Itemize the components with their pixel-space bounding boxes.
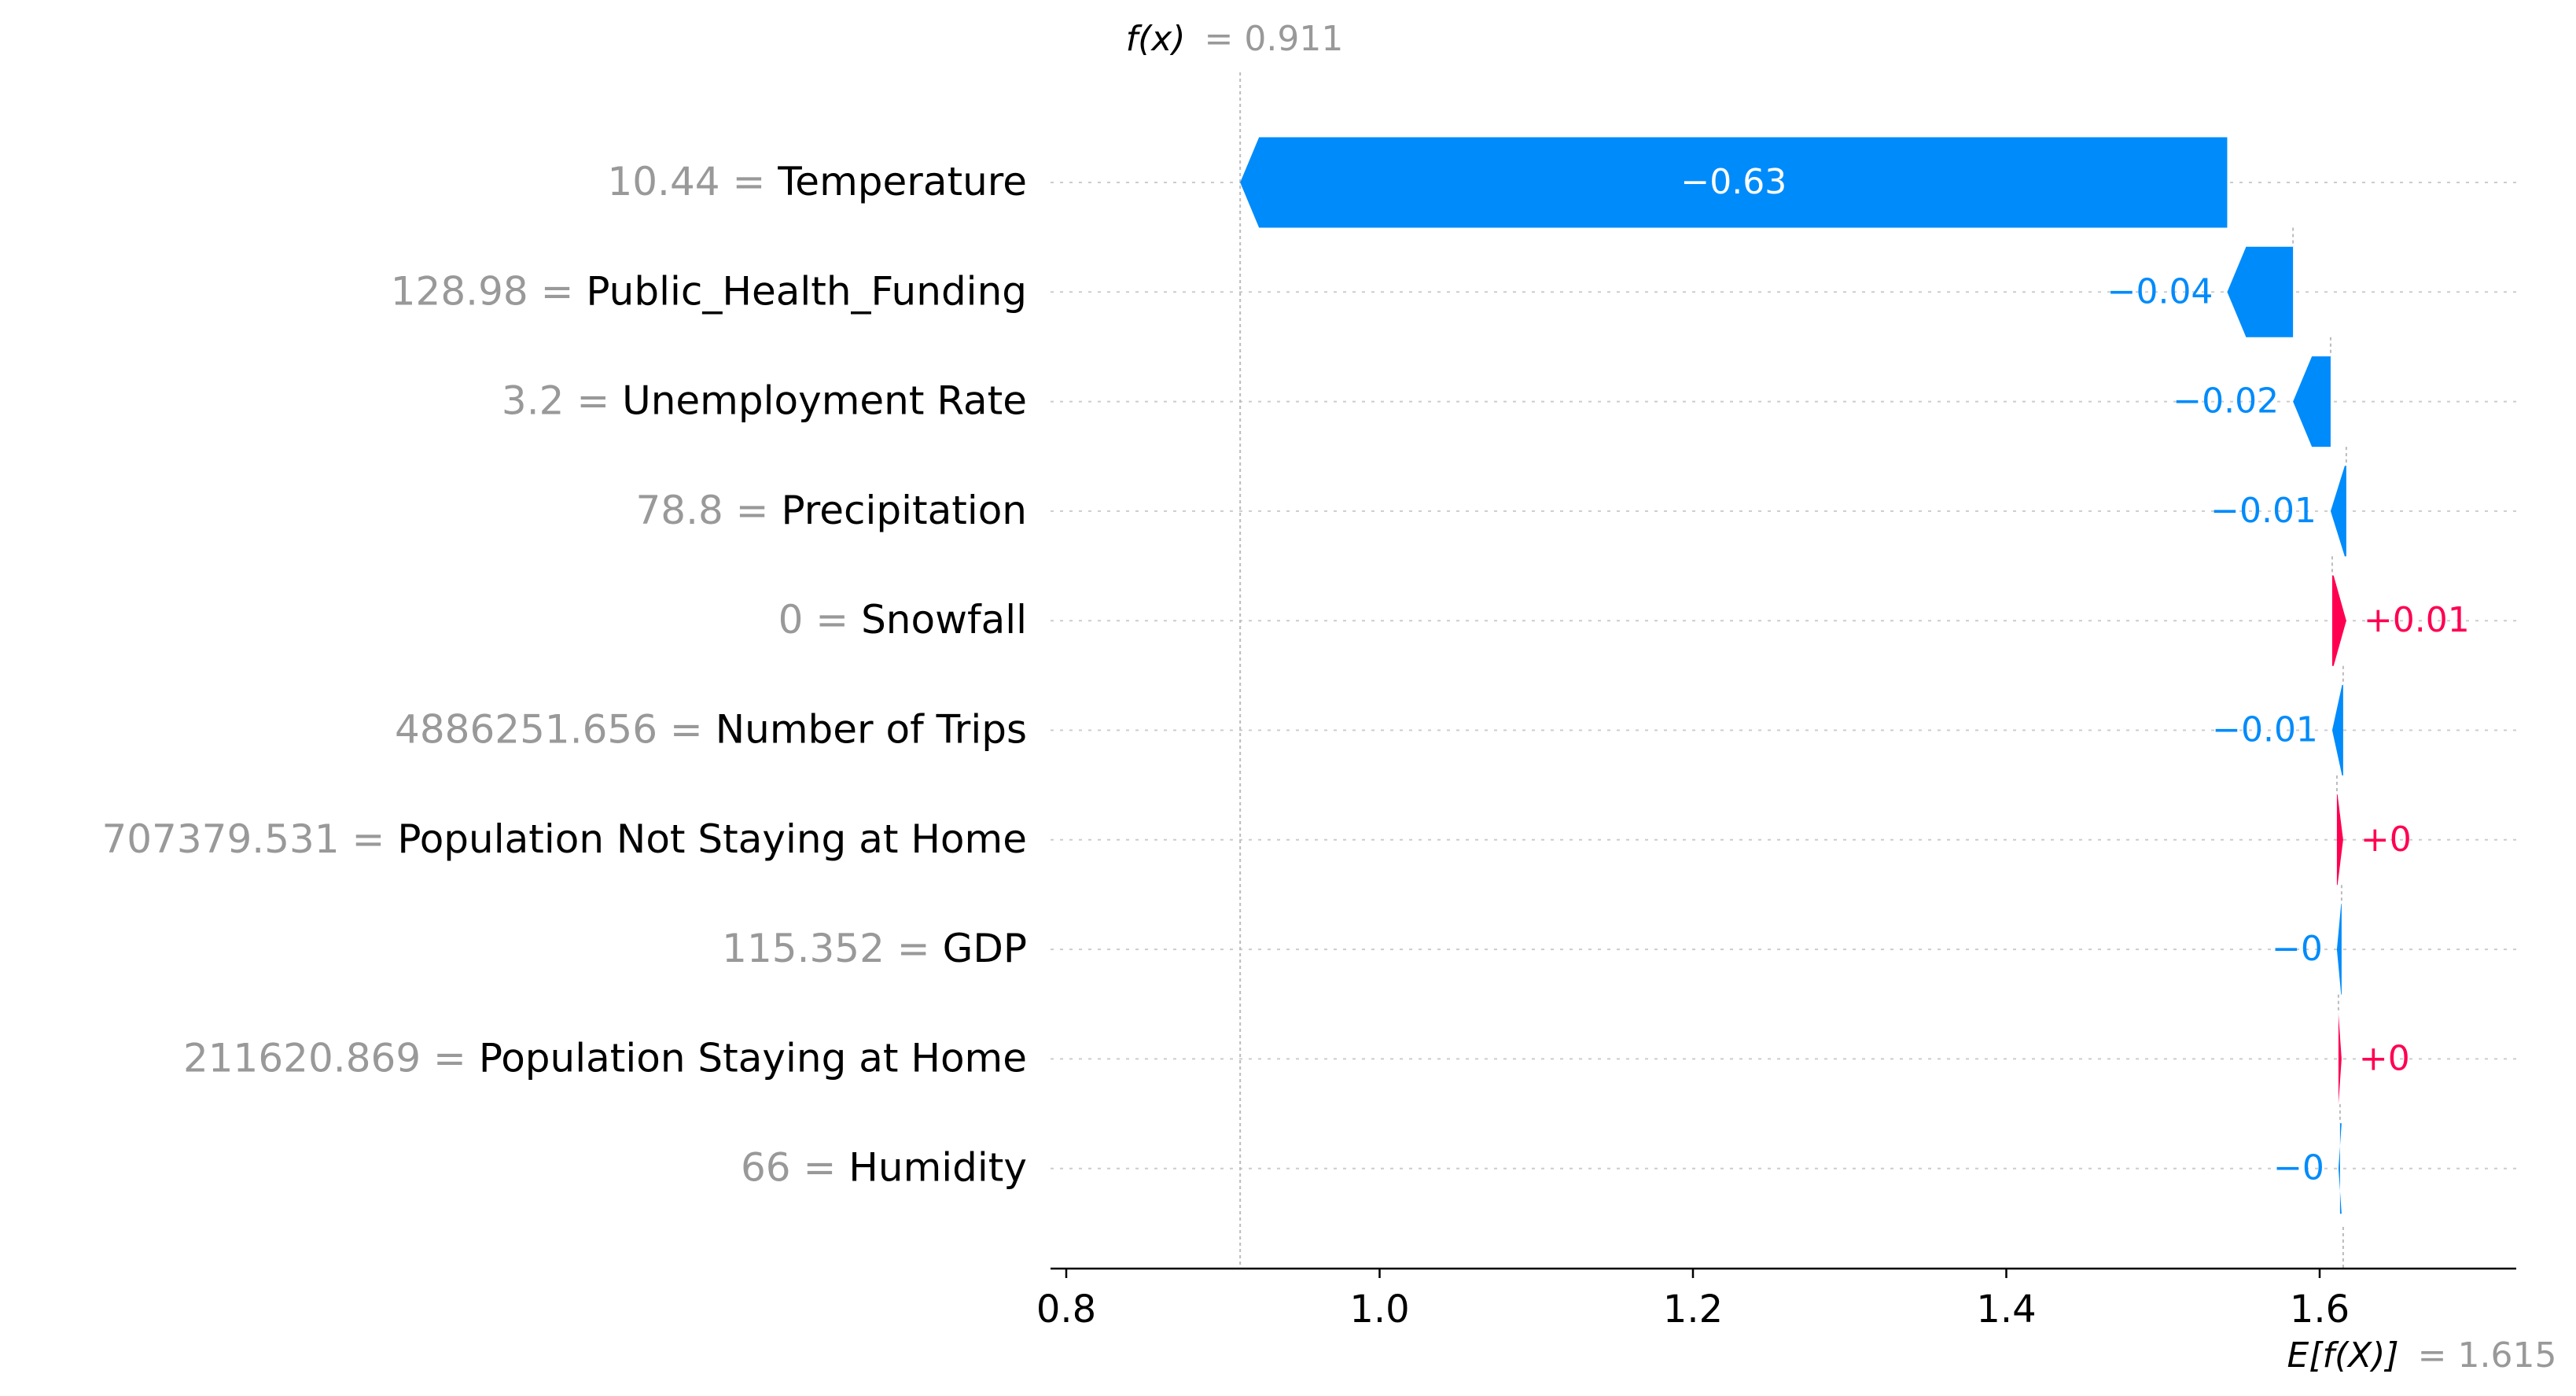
x-tick-label: 1.6 [2290, 1287, 2350, 1332]
feature-name: Population Staying at Home [479, 1035, 1027, 1081]
fx-annotation: f(x) = 0.911 [1126, 19, 1344, 59]
feature-label: 0 = Snowfall [778, 597, 1027, 643]
feature-value: 115.352 = [722, 926, 942, 971]
shap-value-label: −0.63 [1680, 162, 1787, 202]
shap-value-label: +0.01 [2364, 600, 2470, 640]
feature-value: 4886251.656 = [395, 707, 716, 753]
feature-name: Unemployment Rate [622, 378, 1027, 424]
feature-name: Number of Trips [716, 707, 1027, 753]
bar [2338, 1123, 2342, 1214]
feature-label: 707379.531 = Population Not Staying at H… [101, 816, 1027, 862]
feature-label: 211620.869 = Population Staying at Home [183, 1035, 1027, 1081]
feature-value: 128.98 = [391, 268, 587, 314]
base-label: E[f(X)] [2287, 1335, 2399, 1376]
reference-lines [1239, 72, 2347, 1269]
feature-name: Public_Health_Funding [586, 268, 1027, 314]
feature-value: 66 = [741, 1145, 848, 1191]
feature-name: GDP [943, 926, 1027, 971]
base-annotation: E[f(X)] = 1.615 [2287, 1335, 2557, 1376]
shap-value-label: +0 [2361, 820, 2412, 860]
shap-value-label: +0 [2359, 1038, 2410, 1078]
feature-label: 115.352 = GDP [722, 926, 1027, 971]
x-tick-label: 1.0 [1349, 1287, 1409, 1332]
feature-value: 0 = [778, 597, 862, 643]
bar [2330, 466, 2346, 557]
bar [2293, 356, 2331, 448]
feature-name: Population Not Staying at Home [397, 816, 1027, 862]
x-tick-label: 1.4 [1976, 1287, 2036, 1332]
bars [1240, 137, 2346, 1214]
bar [2331, 575, 2346, 666]
bar [2338, 1013, 2342, 1104]
feature-value: 3.2 = [502, 378, 622, 424]
shap-value-label: −0.02 [2173, 381, 2279, 422]
bar [1240, 137, 2228, 228]
shap-value-label: −0.01 [2212, 710, 2318, 750]
shap-value-label: −0.01 [2210, 491, 2317, 531]
grid-lines [1051, 182, 2516, 1169]
feature-label: 128.98 = Public_Health_Funding [391, 268, 1027, 314]
feature-name: Humidity [848, 1145, 1027, 1191]
x-axis: 0.8 1.0 1.2 1.4 1.6 [1036, 1267, 2516, 1332]
shap-value-label: −0.04 [2107, 271, 2214, 311]
feature-label: 3.2 = Unemployment Rate [502, 378, 1027, 424]
feature-name: Precipitation [781, 488, 1027, 533]
fx-value: = 0.911 [1205, 19, 1344, 59]
feature-label: 66 = Humidity [741, 1145, 1027, 1191]
feature-value: 211620.869 = [183, 1035, 479, 1081]
bar [2331, 685, 2343, 775]
feature-label: 10.44 = Temperature [607, 159, 1027, 204]
fx-label: f(x) [1126, 19, 1186, 59]
base-value: = 1.615 [2418, 1335, 2557, 1376]
bar [2336, 794, 2343, 886]
shap-value-label: −0 [2272, 929, 2323, 969]
x-tick-label: 0.8 [1036, 1287, 1096, 1332]
bar [2227, 246, 2294, 337]
shap-value-label: −0 [2273, 1148, 2324, 1188]
feature-value: 707379.531 = [101, 816, 397, 862]
feature-label: 78.8 = Precipitation [635, 488, 1027, 533]
feature-labels: 10.44 = Temperature −0.63 128.98 = Public_… [101, 159, 2469, 1191]
bar [2336, 904, 2342, 995]
x-tick-label: 1.2 [1663, 1287, 1723, 1332]
feature-name: Temperature [777, 159, 1027, 204]
feature-name: Snowfall [861, 597, 1027, 643]
feature-value: 78.8 = [635, 488, 781, 533]
feature-label: 4886251.656 = Number of Trips [395, 707, 1027, 753]
feature-value: 10.44 = [607, 159, 778, 204]
